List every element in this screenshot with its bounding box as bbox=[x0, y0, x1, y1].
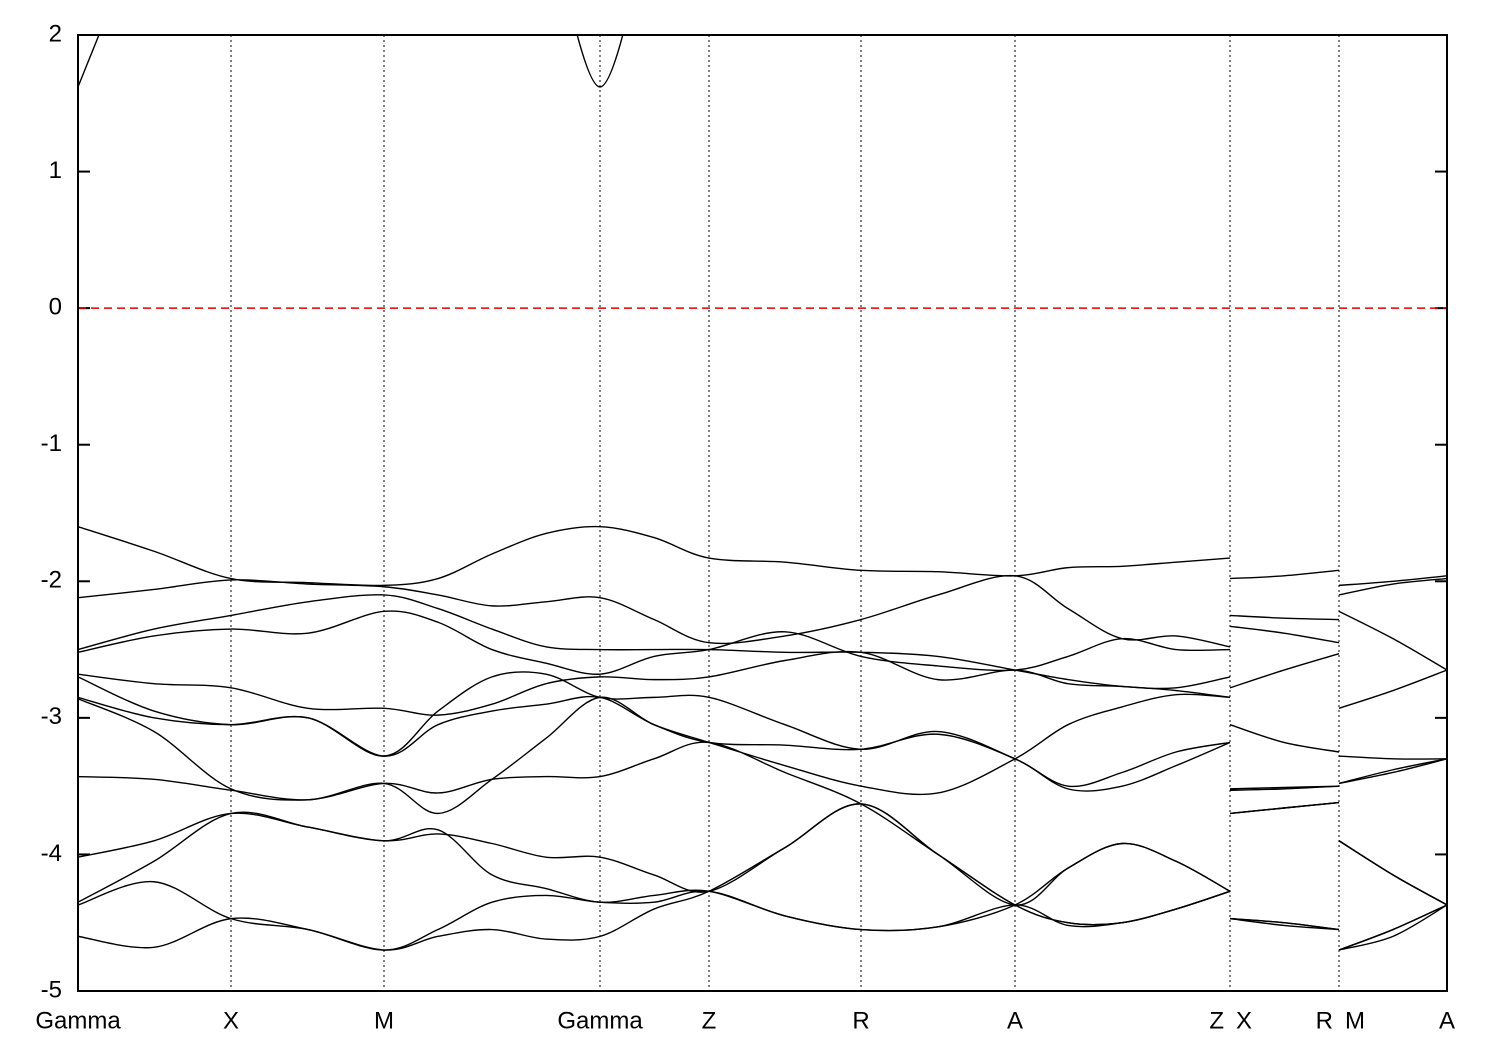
plot-frame bbox=[77, 34, 1448, 992]
band-line bbox=[78, 650, 1231, 716]
band-line bbox=[1338, 755, 1447, 760]
band-line bbox=[78, 35, 100, 88]
x-tick-label: R bbox=[852, 1007, 869, 1034]
band-line bbox=[78, 574, 1231, 648]
y-tick-label: -3 bbox=[41, 703, 62, 730]
band-line bbox=[576, 35, 624, 88]
band-line bbox=[1338, 669, 1447, 709]
band-line bbox=[1229, 614, 1340, 621]
plot-area bbox=[78, 35, 1447, 951]
x-tick-label: Z bbox=[702, 1007, 717, 1034]
band-line bbox=[1338, 840, 1447, 906]
band-line bbox=[78, 610, 1231, 675]
band-line bbox=[78, 881, 1231, 951]
band-line bbox=[1338, 904, 1447, 951]
x-tick-label: A bbox=[1007, 1007, 1023, 1034]
band-line bbox=[1229, 569, 1340, 580]
band-line bbox=[1338, 575, 1447, 587]
x-tick-label: Z bbox=[1209, 1007, 1224, 1034]
x-tick-label: X bbox=[223, 1007, 239, 1034]
band-line bbox=[1229, 625, 1340, 644]
band-line bbox=[78, 594, 1231, 690]
y-tick-label: 1 bbox=[49, 157, 62, 184]
band-line bbox=[1229, 801, 1340, 815]
band-line bbox=[78, 741, 1231, 906]
band-line bbox=[1338, 904, 1447, 951]
y-tick-label: 2 bbox=[49, 20, 62, 47]
band-line bbox=[1229, 917, 1340, 931]
x-tick-label: X bbox=[1236, 1007, 1252, 1034]
band-line bbox=[1338, 904, 1447, 951]
y-tick-label: 0 bbox=[49, 293, 62, 320]
band-line bbox=[78, 525, 1231, 587]
y-tick-label: -2 bbox=[41, 567, 62, 594]
x-tick-label: A bbox=[1439, 1007, 1455, 1034]
band-line bbox=[1338, 577, 1447, 596]
band-line bbox=[1338, 758, 1447, 785]
band-line bbox=[78, 811, 1231, 932]
y-tick-label: -4 bbox=[41, 840, 62, 867]
band-line bbox=[1229, 652, 1340, 689]
band-line bbox=[1338, 610, 1447, 671]
x-tick-label: M bbox=[374, 1007, 394, 1034]
x-tick-label: Gamma bbox=[35, 1007, 121, 1034]
band-line bbox=[78, 671, 1231, 788]
band-line bbox=[78, 803, 1231, 926]
y-tick-label: -5 bbox=[41, 976, 62, 1003]
x-tick-label: M bbox=[1345, 1007, 1365, 1034]
band-line bbox=[78, 693, 1231, 796]
y-tick-label: -1 bbox=[41, 430, 62, 457]
band-line bbox=[78, 696, 1231, 815]
band-line bbox=[1229, 917, 1340, 931]
band-line bbox=[78, 803, 1231, 951]
x-tick-label: R bbox=[1316, 1007, 1333, 1034]
band-line bbox=[1338, 758, 1447, 785]
x-tick-label: Gamma bbox=[557, 1007, 643, 1034]
band-line bbox=[1229, 724, 1340, 753]
band-line bbox=[1229, 785, 1340, 791]
